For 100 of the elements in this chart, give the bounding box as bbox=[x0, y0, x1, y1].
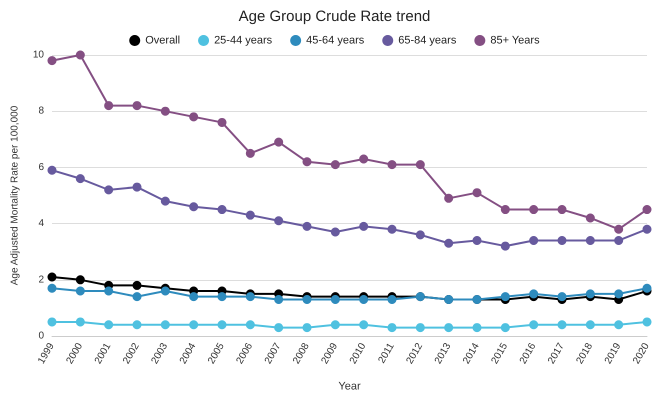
chart-title: Age Group Crude Rate trend bbox=[238, 8, 430, 25]
point bbox=[330, 320, 340, 330]
point bbox=[218, 320, 226, 330]
point bbox=[472, 323, 482, 332]
point bbox=[160, 286, 170, 296]
point bbox=[132, 320, 142, 330]
point bbox=[359, 154, 368, 164]
point bbox=[388, 323, 396, 332]
point bbox=[246, 210, 255, 220]
point bbox=[76, 275, 85, 284]
point bbox=[76, 174, 85, 184]
point bbox=[48, 56, 56, 66]
point bbox=[388, 294, 396, 304]
point bbox=[642, 224, 652, 234]
point bbox=[500, 323, 510, 332]
point bbox=[586, 236, 595, 245]
point bbox=[558, 320, 566, 330]
point bbox=[586, 213, 595, 222]
point bbox=[104, 101, 114, 110]
point bbox=[274, 216, 284, 226]
point bbox=[246, 292, 255, 302]
point bbox=[132, 280, 142, 290]
point bbox=[160, 196, 170, 206]
point bbox=[302, 222, 312, 231]
legend-label: Overall bbox=[145, 34, 180, 46]
y-tick-label: 0 bbox=[38, 330, 44, 342]
point bbox=[330, 294, 340, 304]
point bbox=[330, 228, 340, 237]
point bbox=[104, 320, 114, 330]
point bbox=[558, 292, 566, 302]
point bbox=[302, 294, 312, 304]
point bbox=[160, 106, 170, 116]
point bbox=[48, 166, 56, 175]
point bbox=[500, 292, 510, 302]
point bbox=[500, 242, 510, 251]
point bbox=[529, 289, 538, 298]
point bbox=[444, 238, 454, 248]
point bbox=[359, 222, 368, 231]
point bbox=[614, 236, 624, 245]
point bbox=[160, 320, 170, 330]
point bbox=[642, 284, 652, 293]
point bbox=[48, 317, 56, 326]
point bbox=[48, 272, 56, 282]
point bbox=[388, 224, 396, 234]
point bbox=[132, 182, 142, 192]
y-tick-label: 6 bbox=[38, 162, 44, 173]
point bbox=[614, 224, 624, 234]
point bbox=[359, 294, 368, 304]
point bbox=[614, 289, 624, 298]
point bbox=[642, 317, 652, 326]
point bbox=[274, 138, 284, 147]
point bbox=[48, 284, 56, 293]
point bbox=[76, 286, 85, 296]
point bbox=[586, 289, 595, 298]
point bbox=[246, 148, 255, 158]
point bbox=[359, 320, 368, 330]
point bbox=[472, 188, 482, 198]
point bbox=[274, 294, 284, 304]
point bbox=[642, 205, 652, 214]
point bbox=[416, 323, 425, 332]
point bbox=[330, 160, 340, 170]
point bbox=[302, 157, 312, 166]
point bbox=[76, 50, 85, 60]
y-axis-title: Age Adjusted Mortality Rate per 100,000 bbox=[10, 105, 20, 286]
point bbox=[416, 230, 425, 240]
point bbox=[388, 160, 396, 170]
y-tick-label: 10 bbox=[32, 50, 44, 60]
point bbox=[529, 320, 538, 330]
point bbox=[189, 292, 198, 302]
point bbox=[104, 185, 114, 194]
point bbox=[529, 205, 538, 214]
point bbox=[614, 320, 624, 330]
point bbox=[500, 205, 510, 214]
point bbox=[274, 323, 284, 332]
point bbox=[132, 292, 142, 302]
point bbox=[444, 194, 454, 203]
point bbox=[558, 205, 566, 214]
legend-label: 65-84 years bbox=[398, 34, 457, 46]
point bbox=[246, 320, 255, 330]
point bbox=[558, 236, 566, 245]
point bbox=[416, 160, 425, 170]
point bbox=[218, 292, 226, 302]
point bbox=[302, 323, 312, 332]
point bbox=[529, 236, 538, 245]
point bbox=[472, 236, 482, 245]
y-tick-label: 2 bbox=[38, 274, 44, 286]
legend-label: 45-64 years bbox=[306, 34, 365, 46]
legend-label: 85+ Years bbox=[490, 34, 540, 46]
point bbox=[189, 202, 198, 212]
point bbox=[104, 286, 114, 296]
point bbox=[189, 320, 198, 330]
point bbox=[444, 323, 454, 332]
legend-label: 25-44 years bbox=[214, 34, 273, 46]
point bbox=[76, 317, 85, 326]
x-axis-title: Year bbox=[338, 380, 361, 392]
y-tick-label: 8 bbox=[38, 106, 44, 117]
point bbox=[189, 112, 198, 122]
point bbox=[132, 101, 142, 110]
y-tick-label: 4 bbox=[38, 218, 44, 230]
point bbox=[218, 118, 226, 127]
